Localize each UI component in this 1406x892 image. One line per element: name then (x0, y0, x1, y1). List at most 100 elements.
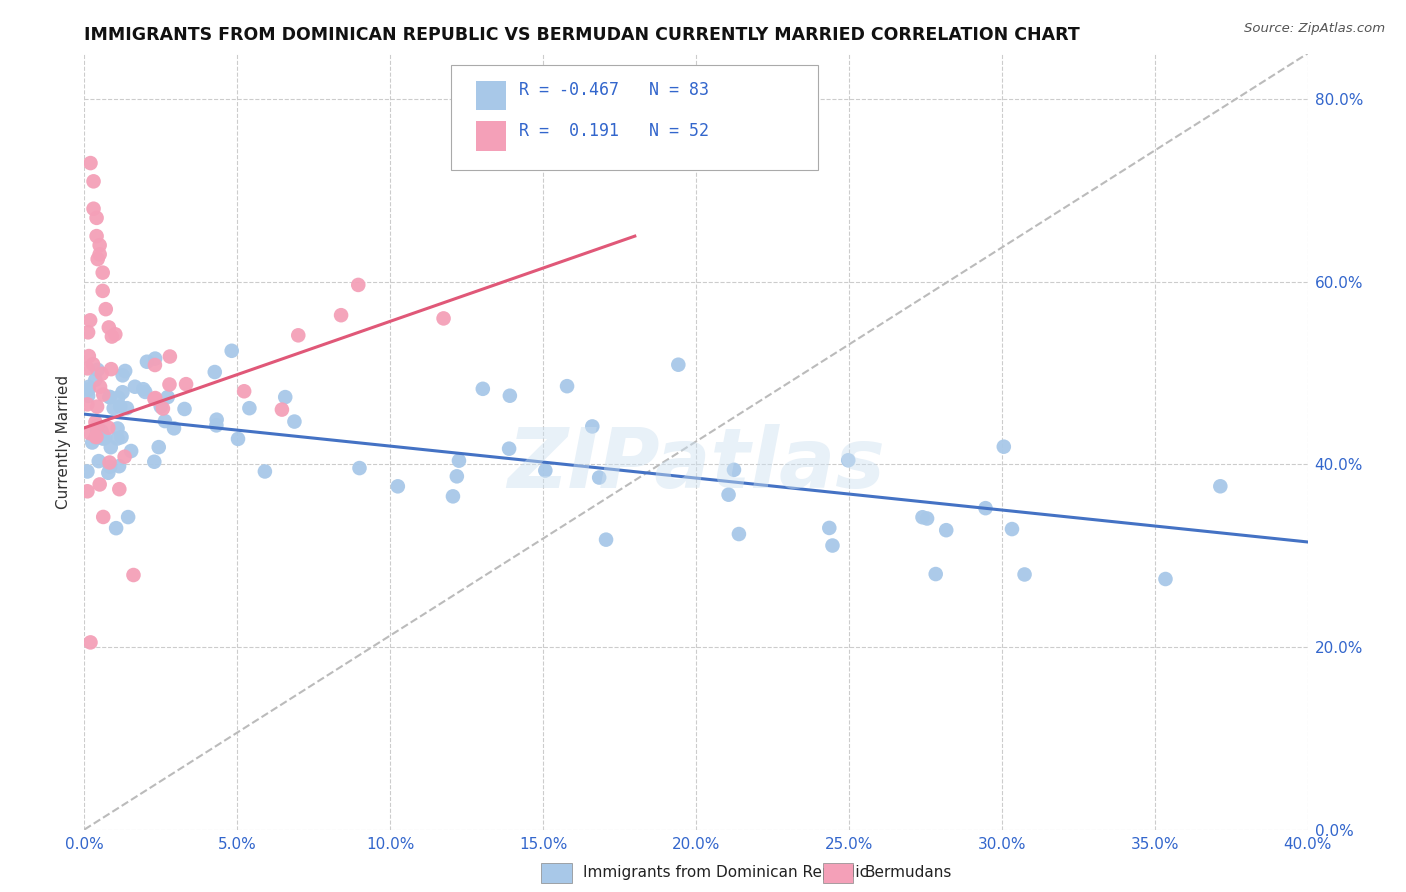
Point (205, 418, 228, 433)
Point (993, 440, 1015, 454)
Point (124, 380, 146, 394)
Point (911, 510, 934, 524)
Point (76, 465, 98, 479)
Point (91, 387, 114, 401)
Point (83, 174, 105, 188)
Text: Source: ZipAtlas.com: Source: ZipAtlas.com (1244, 22, 1385, 36)
Point (471, 382, 494, 396)
Point (79, 156, 101, 170)
Point (86, 363, 108, 377)
Point (110, 430, 132, 444)
Point (122, 568, 145, 582)
Point (349, 461, 371, 475)
Point (91, 266, 114, 280)
Point (1154, 572, 1177, 586)
Point (90, 367, 112, 381)
Point (387, 479, 409, 493)
Point (77, 349, 100, 363)
Point (91, 431, 114, 445)
FancyBboxPatch shape (451, 65, 818, 170)
Point (728, 527, 751, 541)
Point (588, 470, 610, 484)
Point (915, 511, 938, 525)
Point (723, 463, 745, 477)
Point (156, 390, 179, 404)
Point (98, 456, 121, 470)
Point (86, 423, 108, 437)
Point (174, 377, 197, 392)
Point (101, 329, 124, 343)
Point (100, 440, 122, 454)
Point (76, 361, 98, 376)
Point (82, 357, 104, 371)
Point (205, 412, 228, 426)
Point (283, 415, 305, 429)
Point (666, 358, 689, 372)
Point (86, 430, 108, 444)
Point (87, 454, 110, 468)
Point (83, 202, 105, 216)
Point (94, 431, 117, 445)
Point (86, 400, 108, 414)
Point (105, 521, 128, 535)
Point (91, 510, 114, 524)
Point (86, 229, 108, 244)
Point (163, 421, 186, 435)
Point (97, 466, 120, 480)
Point (347, 277, 370, 292)
Point (581, 419, 603, 434)
Point (97, 420, 120, 434)
Point (86, 211, 108, 225)
Point (120, 444, 142, 458)
Point (114, 364, 136, 378)
Point (935, 523, 957, 537)
Point (446, 469, 468, 483)
Point (818, 521, 841, 535)
Point (98, 390, 121, 404)
Point (837, 453, 859, 467)
Point (114, 450, 136, 464)
Point (103, 401, 125, 416)
Text: R = -0.467   N = 83: R = -0.467 N = 83 (519, 81, 709, 99)
Point (153, 414, 176, 428)
Point (115, 401, 138, 416)
Point (925, 567, 948, 582)
Point (108, 482, 131, 496)
Point (98, 459, 121, 474)
Point (89, 477, 111, 491)
Point (84, 373, 107, 387)
Point (86, 252, 108, 266)
Point (204, 365, 226, 379)
Point (97, 320, 120, 334)
Point (107, 391, 129, 405)
Point (152, 401, 174, 416)
Point (173, 401, 195, 416)
Point (76, 484, 98, 499)
Point (159, 377, 181, 392)
Point (974, 501, 997, 516)
Point (143, 392, 166, 406)
Text: Bermudans: Bermudans (865, 865, 952, 880)
Text: ZIPatlas: ZIPatlas (508, 425, 884, 506)
Point (108, 459, 131, 474)
Text: IMMIGRANTS FROM DOMINICAN REPUBLIC VS BERMUDAN CURRENTLY MARRIED CORRELATION CHA: IMMIGRANTS FROM DOMINICAN REPUBLIC VS BE… (84, 26, 1080, 44)
Point (149, 400, 172, 414)
Point (107, 432, 129, 446)
Point (595, 533, 617, 547)
Point (1001, 522, 1024, 536)
Point (432, 311, 454, 326)
Point (108, 400, 131, 414)
Point (86, 418, 108, 433)
Point (238, 401, 260, 416)
Point (134, 384, 156, 399)
Point (79, 635, 101, 649)
Point (111, 368, 134, 383)
Point (91, 284, 114, 298)
Point (498, 442, 520, 456)
Point (98, 390, 121, 404)
Point (143, 351, 166, 366)
Point (221, 343, 243, 358)
Point (132, 382, 155, 396)
Point (226, 432, 249, 446)
Point (143, 358, 166, 372)
